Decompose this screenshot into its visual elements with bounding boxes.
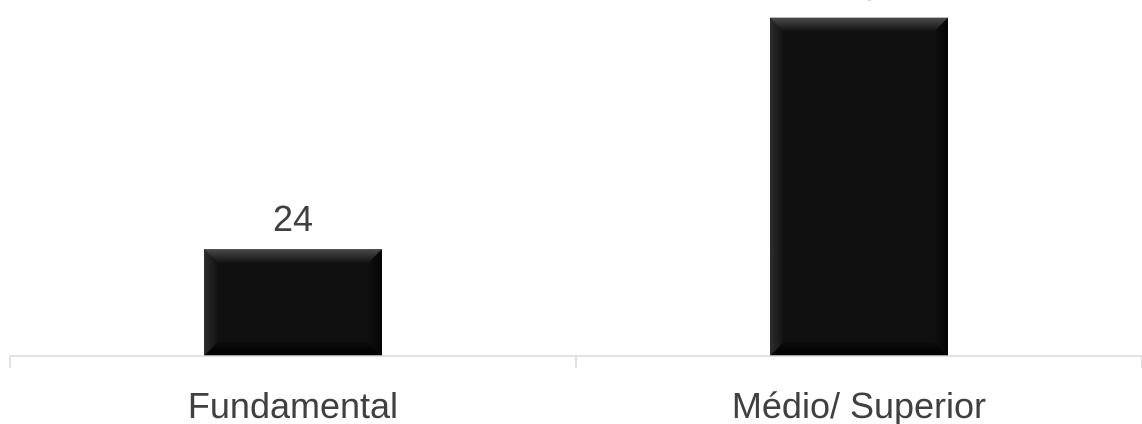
bar-bevel-top	[770, 17, 948, 32]
bar-face	[784, 31, 934, 343]
x-axis	[9, 355, 1142, 368]
data-label-fundamental: 24	[273, 198, 313, 239]
x-tick-label-fundamental: Fundamental	[188, 385, 398, 424]
data-label-medio-superior: 76	[839, 0, 879, 8]
bar-medio-superior	[770, 17, 948, 357]
x-tick-labels-group: Fundamental Médio/ Superior	[188, 385, 986, 424]
bar-bevel-right	[934, 17, 948, 357]
bar-fundamental	[204, 249, 382, 356]
bar-bevel-bottom	[770, 342, 948, 356]
bar-bevel-right	[368, 249, 382, 356]
x-tick-label-medio-superior: Médio/ Superior	[732, 385, 986, 424]
bar-bevel-bottom	[204, 342, 382, 356]
bar-bevel-left	[204, 249, 218, 356]
bar-face	[218, 263, 368, 342]
data-labels-group: 24 76	[273, 0, 879, 239]
bar-bevel-left	[770, 17, 784, 357]
bar-bevel-top	[204, 249, 382, 264]
bars-group	[204, 17, 948, 357]
